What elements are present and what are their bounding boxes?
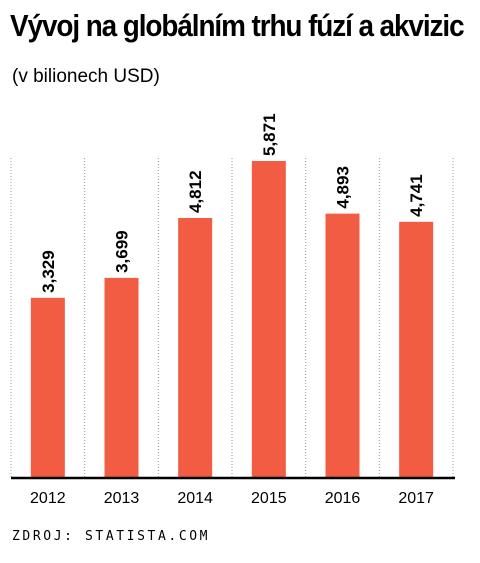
x-tick-label-2014: 2014 bbox=[177, 490, 213, 507]
source-note: ZDROJ: STATISTA.COM bbox=[12, 529, 211, 544]
chart-title: Vývoj na globálním trhu fúzí a akvizic bbox=[10, 8, 465, 43]
bar-2017 bbox=[399, 221, 434, 477]
x-tick-label-2012: 2012 bbox=[30, 490, 66, 507]
data-label-2013: 3,699 bbox=[113, 230, 132, 273]
chart-subtitle: (v bilionech USD) bbox=[12, 66, 160, 87]
x-tick-label-2016: 2016 bbox=[325, 490, 361, 507]
x-tick-label-2013: 2013 bbox=[104, 490, 140, 507]
x-tick-label-2015: 2015 bbox=[251, 490, 287, 507]
bar-2015 bbox=[251, 161, 286, 477]
data-label-2017: 4,741 bbox=[407, 174, 426, 217]
data-label-2014: 4,812 bbox=[186, 170, 205, 213]
x-tick-label-2017: 2017 bbox=[398, 490, 434, 507]
bar-2013 bbox=[104, 277, 139, 477]
bar-2016 bbox=[325, 213, 360, 477]
data-label-2016: 4,893 bbox=[334, 166, 353, 209]
data-label-2015: 5,871 bbox=[260, 113, 279, 156]
bar-2012 bbox=[30, 297, 65, 477]
bar-2014 bbox=[178, 217, 213, 477]
data-label-2012: 3,329 bbox=[39, 250, 58, 293]
